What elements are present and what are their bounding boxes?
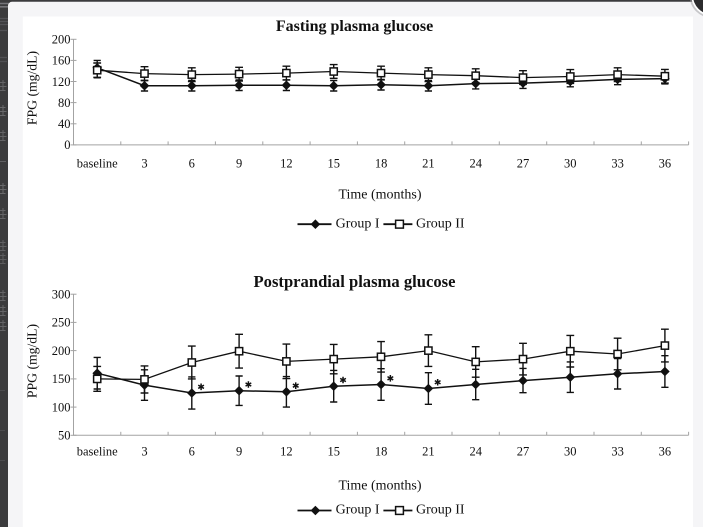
svg-text:Fasting plasma glucose: Fasting plasma glucose (276, 18, 433, 35)
svg-text:50: 50 (58, 429, 71, 443)
svg-text:24: 24 (469, 156, 482, 170)
svg-text:baseline: baseline (77, 156, 118, 170)
svg-text:250: 250 (52, 316, 71, 330)
svg-text:Time (months): Time (months) (338, 188, 421, 203)
svg-text:30: 30 (564, 445, 577, 459)
svg-text:21: 21 (422, 156, 435, 170)
svg-text:36: 36 (659, 445, 672, 459)
svg-text:0: 0 (64, 138, 70, 152)
svg-text:15: 15 (327, 445, 340, 459)
svg-text:FPG (mg/dL): FPG (mg/dL) (25, 51, 41, 125)
svg-text:baseline: baseline (77, 445, 118, 459)
svg-text:200: 200 (52, 33, 71, 47)
svg-text:160: 160 (52, 54, 71, 68)
svg-text:PPG (mg/dL): PPG (mg/dL) (25, 324, 41, 398)
svg-text:6: 6 (189, 156, 195, 170)
svg-text:300: 300 (52, 288, 71, 302)
svg-text:33: 33 (611, 156, 624, 170)
svg-text:9: 9 (236, 156, 242, 170)
svg-text:27: 27 (517, 445, 530, 459)
svg-text:Time (months): Time (months) (338, 479, 421, 494)
svg-text:27: 27 (517, 156, 530, 170)
svg-text:3: 3 (141, 156, 147, 170)
svg-text:120: 120 (52, 75, 71, 89)
svg-text:Group I: Group I (336, 503, 380, 518)
svg-text:15: 15 (327, 156, 340, 170)
svg-text:Group II: Group II (416, 503, 465, 518)
svg-text:6: 6 (189, 445, 195, 459)
svg-text:33: 33 (611, 445, 624, 459)
svg-text:100: 100 (52, 400, 71, 414)
svg-text:Group II: Group II (416, 216, 465, 231)
svg-text:3: 3 (141, 445, 147, 459)
svg-text:24: 24 (469, 445, 482, 459)
svg-text:36: 36 (659, 156, 672, 170)
svg-text:12: 12 (280, 156, 293, 170)
svg-text:30: 30 (564, 156, 577, 170)
svg-text:9: 9 (236, 445, 242, 459)
svg-text:Group I: Group I (336, 216, 380, 231)
svg-text:200: 200 (52, 344, 71, 358)
svg-text:80: 80 (58, 96, 71, 110)
svg-text:18: 18 (375, 156, 388, 170)
svg-text:18: 18 (375, 445, 388, 459)
svg-text:40: 40 (58, 117, 71, 131)
svg-text:21: 21 (422, 445, 435, 459)
svg-text:150: 150 (52, 372, 71, 386)
svg-text:Postprandial plasma glucose: Postprandial plasma glucose (254, 272, 456, 291)
svg-text:12: 12 (280, 445, 293, 459)
